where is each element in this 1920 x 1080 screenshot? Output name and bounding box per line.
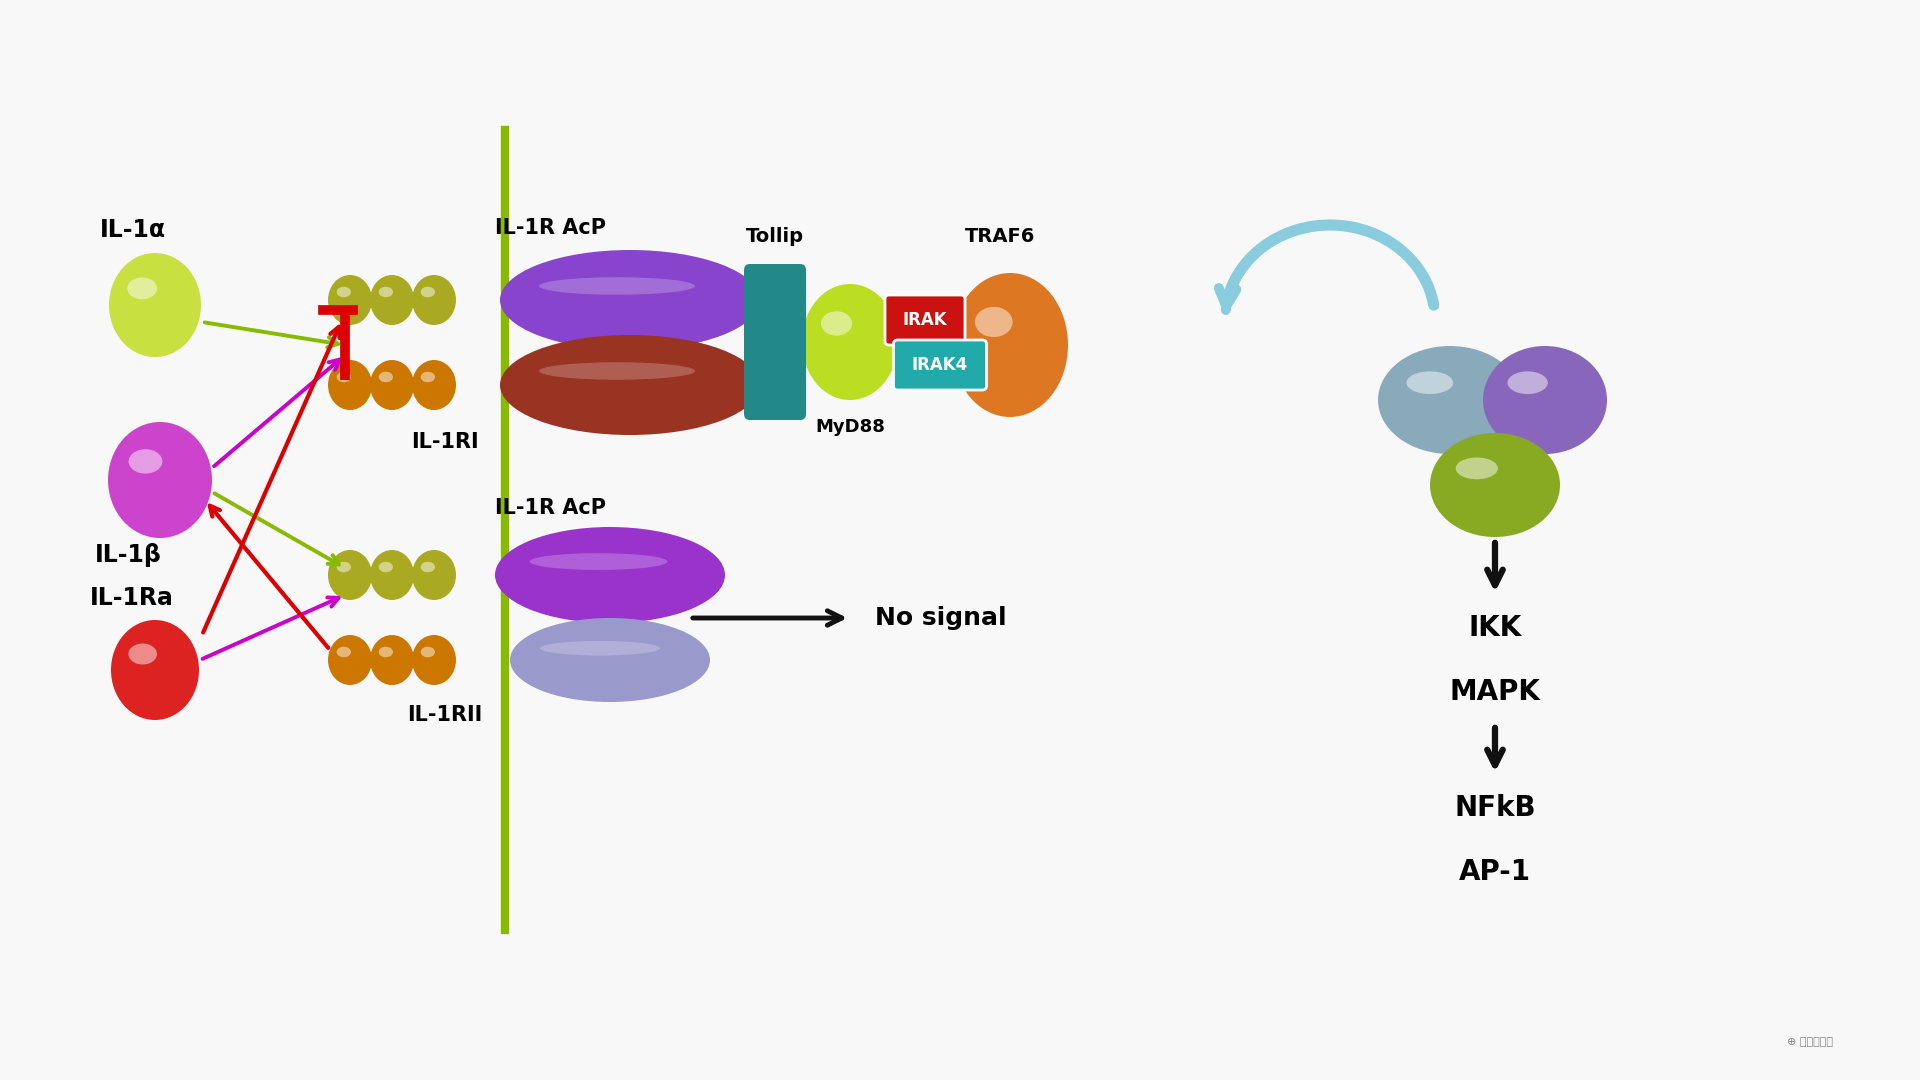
Ellipse shape bbox=[495, 527, 726, 623]
Text: NFkB: NFkB bbox=[1453, 794, 1536, 822]
Text: MAPK: MAPK bbox=[1450, 678, 1540, 706]
Ellipse shape bbox=[499, 249, 760, 350]
Ellipse shape bbox=[1482, 346, 1607, 454]
Ellipse shape bbox=[511, 618, 710, 702]
Text: IL-1R AcP: IL-1R AcP bbox=[495, 218, 605, 238]
Ellipse shape bbox=[328, 635, 372, 685]
Text: IL-1RII: IL-1RII bbox=[407, 705, 482, 725]
Text: TRAF6: TRAF6 bbox=[966, 228, 1035, 246]
Ellipse shape bbox=[975, 307, 1012, 337]
Ellipse shape bbox=[328, 550, 372, 600]
Text: No signal: No signal bbox=[876, 606, 1006, 630]
Text: IRAK4: IRAK4 bbox=[912, 356, 968, 374]
Ellipse shape bbox=[109, 253, 202, 357]
Ellipse shape bbox=[540, 278, 695, 295]
Ellipse shape bbox=[1430, 433, 1559, 537]
Ellipse shape bbox=[336, 287, 351, 297]
Ellipse shape bbox=[803, 284, 899, 400]
Text: AP-1: AP-1 bbox=[1459, 858, 1530, 886]
Ellipse shape bbox=[1455, 458, 1498, 480]
Ellipse shape bbox=[336, 647, 351, 658]
FancyBboxPatch shape bbox=[893, 340, 987, 390]
Ellipse shape bbox=[1407, 372, 1453, 394]
Ellipse shape bbox=[413, 275, 457, 325]
Text: IL-1Ra: IL-1Ra bbox=[90, 586, 175, 610]
Ellipse shape bbox=[420, 562, 436, 572]
Ellipse shape bbox=[413, 360, 457, 410]
Ellipse shape bbox=[378, 287, 394, 297]
Ellipse shape bbox=[530, 553, 668, 570]
Ellipse shape bbox=[378, 372, 394, 382]
Ellipse shape bbox=[378, 562, 394, 572]
Ellipse shape bbox=[1507, 372, 1548, 394]
Text: ⊕ 仅供意思网: ⊕ 仅供意思网 bbox=[1788, 1037, 1834, 1047]
Ellipse shape bbox=[1379, 346, 1523, 454]
Ellipse shape bbox=[540, 640, 660, 656]
FancyBboxPatch shape bbox=[885, 295, 966, 345]
Ellipse shape bbox=[371, 635, 415, 685]
Ellipse shape bbox=[328, 360, 372, 410]
Text: MyD88: MyD88 bbox=[816, 418, 885, 436]
Ellipse shape bbox=[127, 278, 157, 299]
Text: TAB1: TAB1 bbox=[1517, 391, 1572, 409]
Ellipse shape bbox=[336, 372, 351, 382]
Text: IKK: IKK bbox=[1469, 615, 1523, 642]
Ellipse shape bbox=[413, 635, 457, 685]
Text: IL-1R AcP: IL-1R AcP bbox=[495, 498, 605, 518]
Ellipse shape bbox=[420, 287, 436, 297]
Ellipse shape bbox=[108, 422, 211, 538]
Text: IL-1RI: IL-1RI bbox=[411, 432, 478, 453]
Text: TAK1: TAK1 bbox=[1467, 475, 1523, 495]
Ellipse shape bbox=[420, 647, 436, 658]
Ellipse shape bbox=[111, 620, 200, 720]
Ellipse shape bbox=[378, 647, 394, 658]
Ellipse shape bbox=[499, 335, 760, 435]
FancyBboxPatch shape bbox=[745, 264, 806, 420]
Ellipse shape bbox=[371, 360, 415, 410]
Text: IRAK: IRAK bbox=[902, 311, 947, 329]
Text: IL-1α: IL-1α bbox=[100, 218, 167, 242]
Ellipse shape bbox=[129, 644, 157, 664]
Ellipse shape bbox=[822, 311, 852, 336]
Ellipse shape bbox=[129, 449, 163, 474]
Ellipse shape bbox=[328, 275, 372, 325]
Ellipse shape bbox=[952, 273, 1068, 417]
Ellipse shape bbox=[371, 275, 415, 325]
Text: IL-1β: IL-1β bbox=[94, 543, 161, 567]
Ellipse shape bbox=[413, 550, 457, 600]
Text: Tollip: Tollip bbox=[747, 228, 804, 246]
Ellipse shape bbox=[540, 362, 695, 380]
Ellipse shape bbox=[336, 562, 351, 572]
Text: TAB2: TAB2 bbox=[1423, 391, 1478, 409]
Ellipse shape bbox=[371, 550, 415, 600]
Ellipse shape bbox=[420, 372, 436, 382]
